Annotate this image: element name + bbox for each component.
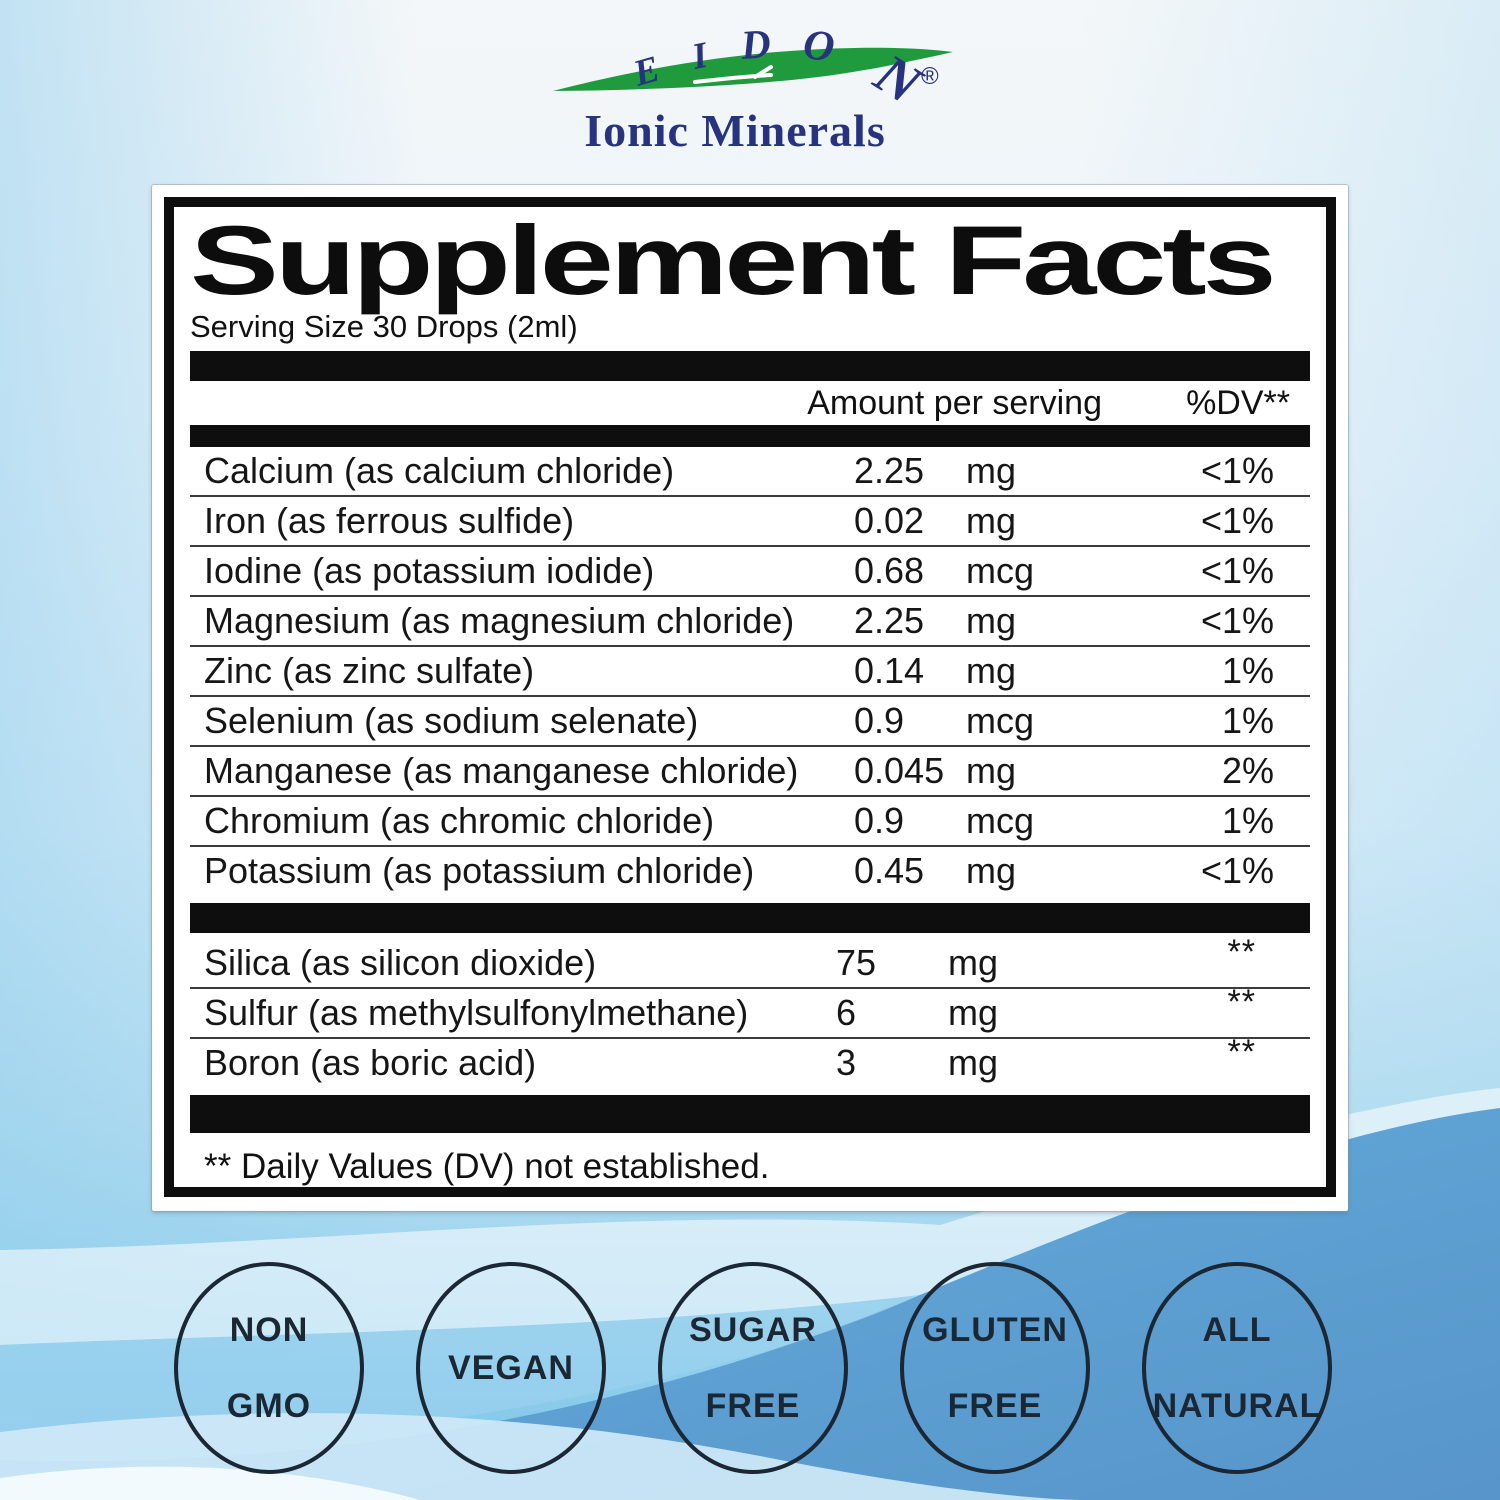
table-row-sulfur: Sulfur (as methylsulfonylmethane) 6 mg *… [190,983,1310,1039]
brand-tagline: Ionic Minerals [584,105,885,156]
table-row-iron: Iron (as ferrous sulfide) 0.02 mg <1% [190,497,1310,547]
table-row-magnesium: Magnesium (as magnesium chloride) 2.25 m… [190,597,1310,647]
supplement-facts-inner: Supplement Facts Serving Size 30 Drops (… [164,197,1336,1197]
table-row-silica: Silica (as silicon dioxide) 75 mg ** [190,933,1310,989]
table-row-selenium: Selenium (as sodium selenate) 0.9 mcg 1% [190,697,1310,747]
badge-sugar-free: SUGAR FREE [658,1262,848,1474]
dv-footnote: ** Daily Values (DV) not established. [204,1147,770,1186]
badge-vegan: VEGAN [416,1262,606,1474]
panel-title: Supplement Facts [190,205,1277,315]
logo-swoosh-icon [553,47,953,91]
table-row-iodine: Iodine (as potassium iodide) 0.68 mcg <1… [190,547,1310,597]
table-row-calcium: Calcium (as calcium chloride) 2.25 mg <1… [190,447,1310,497]
divider-bar-top [190,351,1310,381]
logo-letter-o: O [801,21,837,71]
table-row-manganese: Manganese (as manganese chloride) 0.045 … [190,747,1310,797]
table-row-chromium: Chromium (as chromic chloride) 0.9 mcg 1… [190,797,1310,847]
logo-letter-d: D [738,20,772,68]
divider-bar-header [190,425,1310,447]
table-row-potassium: Potassium (as potassium chloride) 0.45 m… [204,850,1274,891]
badge-all-natural: ALL NATURAL [1142,1262,1332,1474]
divider-bar-middle [190,903,1310,933]
amount-column-header: Amount per serving [807,383,1102,422]
supplement-facts-panel: Supplement Facts Serving Size 30 Drops (… [152,185,1348,1211]
table-row-boron: Boron (as boric acid) 3 mg ** [204,1032,1256,1084]
badge-non-gmo: NON GMO [174,1262,364,1474]
table-row-zinc: Zinc (as zinc sulfate) 0.14 mg 1% [190,647,1310,697]
logo-twig-icon [693,65,773,84]
registered-mark: ® [921,63,939,90]
badges-row: NON GMO VEGAN SUGAR FREE GLUTEN FREE ALL… [174,1262,1332,1474]
other-ingredients-table: Silica (as silicon dioxide) 75 mg ** Sul… [190,933,1310,1087]
serving-size: Serving Size 30 Drops (2ml) [190,309,578,344]
divider-bar-bottom [190,1095,1310,1133]
badge-gluten-free: GLUTEN FREE [900,1262,1090,1474]
column-headers: Amount per serving %DV** [190,381,1310,425]
brand-logo: E I D O N ® Ionic Minerals [545,10,965,170]
minerals-table: Calcium (as calcium chloride) 2.25 mg <1… [190,447,1310,895]
dv-column-header: %DV** [1186,383,1290,422]
